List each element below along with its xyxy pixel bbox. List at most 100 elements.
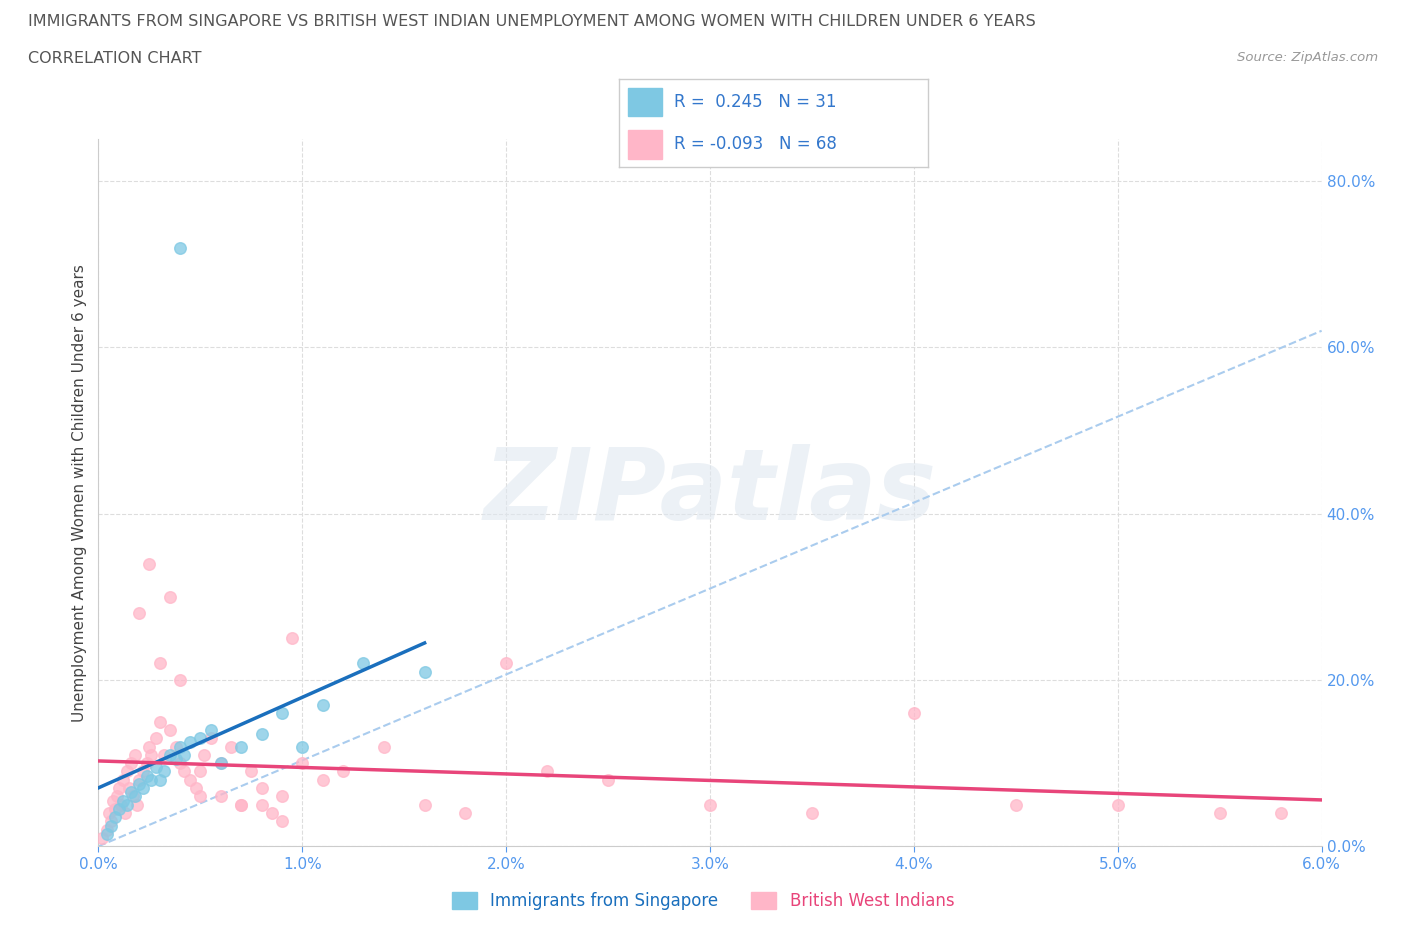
- Point: [91, 830, 114, 845]
- Point: [159, 590, 181, 604]
- Text: CORRELATION CHART: CORRELATION CHART: [28, 51, 201, 66]
- Point: [165, 751, 187, 766]
- Point: [152, 748, 174, 763]
- Point: [291, 739, 314, 754]
- Point: [413, 664, 436, 679]
- Point: [152, 764, 174, 779]
- Point: [1208, 805, 1230, 820]
- Point: [179, 772, 201, 787]
- Point: [169, 672, 191, 687]
- Point: [413, 797, 436, 812]
- Point: [352, 656, 374, 671]
- Point: [165, 739, 187, 754]
- Point: [229, 739, 253, 754]
- Point: [495, 656, 517, 671]
- Point: [311, 772, 335, 787]
- Point: [138, 556, 160, 571]
- Point: [108, 780, 131, 795]
- Point: [173, 748, 195, 763]
- Point: [145, 760, 167, 775]
- Point: [169, 240, 191, 255]
- Point: [114, 805, 136, 820]
- Point: [240, 764, 263, 779]
- Bar: [628, 130, 662, 159]
- Point: [1004, 797, 1026, 812]
- Point: [188, 764, 211, 779]
- Text: IMMIGRANTS FROM SINGAPORE VS BRITISH WEST INDIAN UNEMPLOYMENT AMONG WOMEN WITH C: IMMIGRANTS FROM SINGAPORE VS BRITISH WES…: [28, 14, 1036, 29]
- Point: [96, 822, 118, 837]
- Point: [136, 756, 159, 771]
- Point: [104, 810, 127, 825]
- Point: [104, 802, 127, 817]
- Point: [124, 748, 146, 763]
- Point: [127, 797, 149, 812]
- Point: [200, 731, 222, 746]
- Point: [596, 772, 619, 787]
- Point: [209, 789, 232, 804]
- Point: [136, 768, 159, 783]
- Point: [179, 735, 201, 750]
- Point: [118, 780, 141, 795]
- Point: [200, 723, 222, 737]
- Point: [159, 748, 181, 763]
- Point: [110, 797, 132, 812]
- Text: R = -0.093   N = 68: R = -0.093 N = 68: [675, 136, 837, 153]
- Point: [120, 756, 142, 771]
- Point: [454, 805, 477, 820]
- Point: [186, 780, 208, 795]
- Point: [270, 706, 292, 721]
- Point: [97, 805, 120, 820]
- Point: [209, 756, 232, 771]
- Point: [108, 802, 131, 817]
- Point: [229, 797, 253, 812]
- Point: [373, 739, 395, 754]
- Point: [159, 723, 181, 737]
- Point: [1270, 805, 1292, 820]
- Point: [141, 772, 163, 787]
- Point: [132, 780, 155, 795]
- Point: [122, 789, 145, 804]
- Point: [260, 805, 283, 820]
- Text: Source: ZipAtlas.com: Source: ZipAtlas.com: [1237, 51, 1378, 64]
- Point: [699, 797, 721, 812]
- Point: [209, 756, 232, 771]
- Point: [132, 764, 155, 779]
- Point: [270, 814, 292, 829]
- Point: [149, 656, 172, 671]
- Point: [105, 789, 128, 804]
- Point: [270, 789, 292, 804]
- Point: [219, 739, 242, 754]
- Point: [100, 818, 122, 833]
- Point: [145, 731, 167, 746]
- Point: [188, 789, 211, 804]
- Point: [120, 785, 142, 800]
- Point: [138, 739, 160, 754]
- Point: [124, 789, 146, 804]
- Point: [128, 606, 150, 621]
- Point: [128, 772, 150, 787]
- Bar: [628, 88, 662, 116]
- Point: [311, 698, 335, 712]
- Text: R =  0.245   N = 31: R = 0.245 N = 31: [675, 93, 837, 111]
- Point: [188, 731, 211, 746]
- Point: [229, 797, 253, 812]
- Point: [101, 793, 124, 808]
- Point: [281, 631, 304, 645]
- Point: [141, 748, 163, 763]
- Point: [149, 772, 172, 787]
- Point: [169, 756, 191, 771]
- Point: [100, 814, 122, 829]
- Legend: Immigrants from Singapore, British West Indians: Immigrants from Singapore, British West …: [444, 885, 962, 917]
- Point: [250, 726, 273, 741]
- Text: ZIPatlas: ZIPatlas: [484, 445, 936, 541]
- Point: [291, 756, 314, 771]
- Point: [536, 764, 558, 779]
- Point: [111, 793, 134, 808]
- Point: [115, 764, 138, 779]
- Point: [128, 777, 150, 791]
- Point: [332, 764, 354, 779]
- Point: [801, 805, 824, 820]
- Point: [96, 827, 118, 842]
- Point: [193, 748, 215, 763]
- Point: [111, 772, 134, 787]
